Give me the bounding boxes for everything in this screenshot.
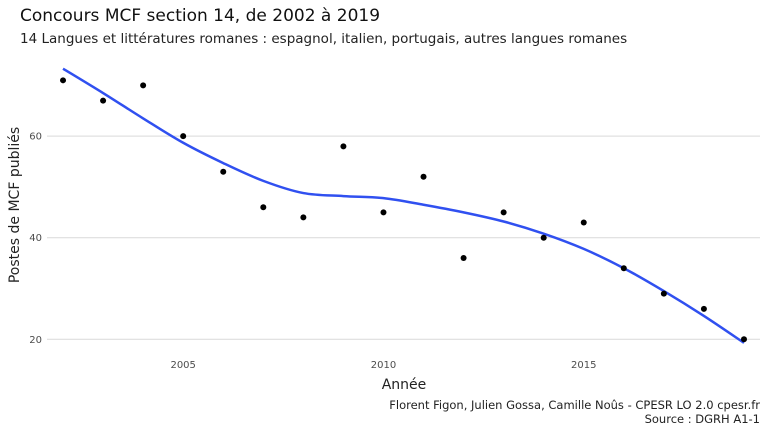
data-point <box>60 77 67 84</box>
x-tick-label: 2010 <box>371 360 396 371</box>
data-point <box>460 255 467 262</box>
data-point <box>340 143 347 150</box>
data-point <box>420 173 427 180</box>
data-points <box>60 77 747 343</box>
grid-lines <box>47 135 760 340</box>
x-axis-title: Année <box>382 377 427 393</box>
data-point <box>660 290 667 297</box>
data-point <box>300 214 307 221</box>
data-point <box>700 305 707 312</box>
y-tick-labels: 20 40 60 <box>29 132 42 346</box>
chart-title: Concours MCF section 14, de 2002 à 2019 <box>20 6 381 26</box>
y-axis-title: Postes de MCF publiés <box>7 127 23 283</box>
y-tick-label: 40 <box>29 233 42 244</box>
caption-authors: Florent Figon, Julien Gossa, Camille Noû… <box>389 398 760 412</box>
data-point <box>740 336 747 343</box>
data-point <box>100 97 107 104</box>
y-tick-label: 20 <box>29 335 42 346</box>
data-point <box>220 168 227 175</box>
x-tick-label: 2005 <box>170 360 195 371</box>
data-point <box>540 234 547 241</box>
smooth-trend-line <box>62 67 745 344</box>
data-point <box>500 209 507 216</box>
data-point <box>620 265 627 272</box>
data-point <box>180 133 187 140</box>
data-point <box>380 209 387 216</box>
data-point <box>580 219 587 226</box>
x-tick-labels: 2005 2010 2015 <box>170 360 596 371</box>
data-point <box>260 204 267 211</box>
chart-subtitle: 14 Langues et littératures romanes : esp… <box>20 31 628 47</box>
data-point <box>140 82 147 89</box>
caption-source: Source : DGRH A1-1 <box>644 412 760 426</box>
y-tick-label: 60 <box>29 132 42 143</box>
x-tick-label: 2015 <box>571 360 596 371</box>
